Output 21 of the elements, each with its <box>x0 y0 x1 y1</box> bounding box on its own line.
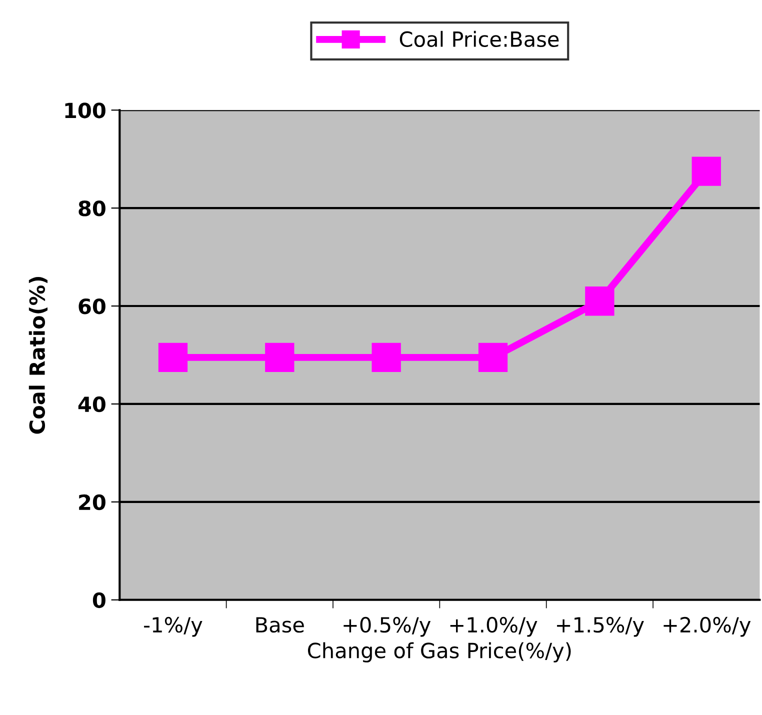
point <box>478 342 508 372</box>
point <box>692 156 721 186</box>
y-tick-label: 100 <box>65 102 106 118</box>
x-tick-label: +0.5%/y <box>344 616 431 637</box>
x-tick-label: +1.0%/y <box>450 616 538 637</box>
point <box>265 342 294 372</box>
x-tick-label: +2.0%/y <box>664 616 751 637</box>
x-axis-title: Change of Gas Price(%/y) <box>308 642 571 662</box>
y-tick-label: 60 <box>78 298 106 314</box>
x-tick-label: -1%/y <box>144 616 202 637</box>
y-tick-label: 80 <box>78 200 106 216</box>
y-axis-title: Coal Ratio(%) <box>28 277 48 434</box>
point <box>372 342 401 372</box>
x-tick-label: +1.5%/y <box>557 616 644 637</box>
y-tick-label: 40 <box>78 396 106 412</box>
legend-label: Coal Price:Base <box>400 30 559 48</box>
point <box>585 286 614 316</box>
x-tick-label: Base <box>256 617 304 633</box>
y-tick-label: 20 <box>79 494 106 510</box>
y-tick-label: 0 <box>92 592 106 608</box>
point <box>158 342 188 372</box>
